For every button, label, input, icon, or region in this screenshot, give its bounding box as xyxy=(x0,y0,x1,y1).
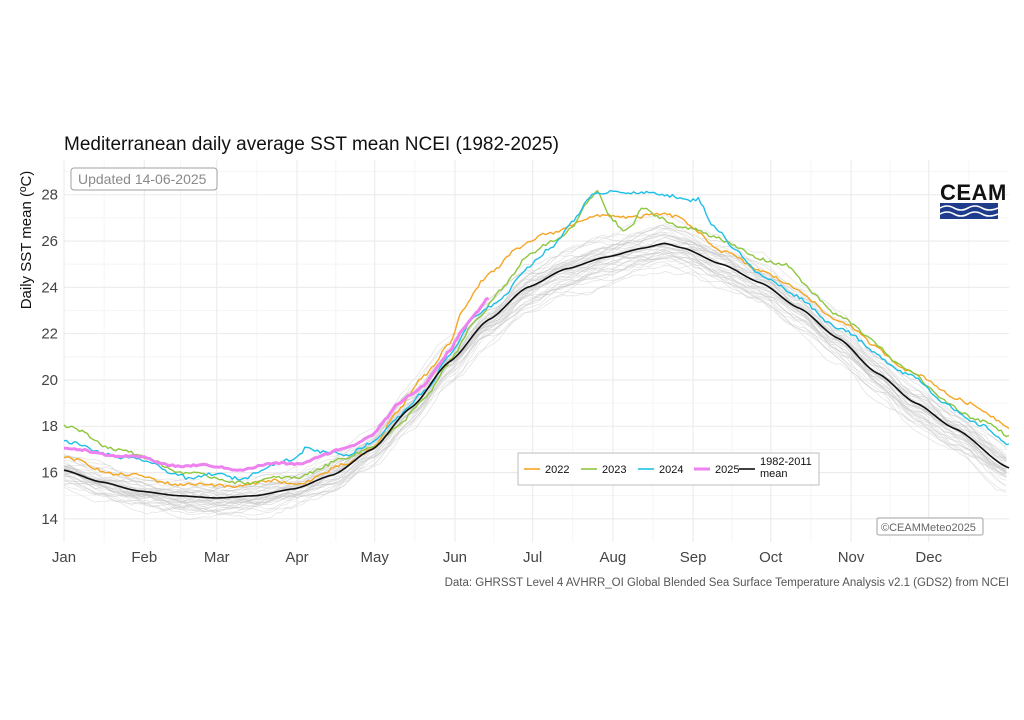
historical-year-line xyxy=(63,253,1007,504)
copyright-frame xyxy=(876,517,984,536)
y-tick-label: 14 xyxy=(41,511,58,528)
y-axis-ticks: 14 16 18 20 22 24 26 28 xyxy=(41,187,58,528)
legend-label-line: 1982-2011 xyxy=(760,456,812,468)
x-tick-label: Oct xyxy=(759,549,783,566)
y-axis-label: Daily SST mean (ºC) xyxy=(18,171,35,310)
historical-year-line xyxy=(63,265,1007,521)
historical-year-line xyxy=(63,223,1007,495)
y-tick-label: 26 xyxy=(41,233,58,250)
logo-wave-line-1 xyxy=(939,205,999,211)
x-tick-label: Mar xyxy=(204,549,230,566)
chart-title: Mediterranean daily average SST mean NCE… xyxy=(64,134,559,155)
x-tick-label: Apr xyxy=(285,549,308,566)
legend-label: 2024 xyxy=(659,464,683,476)
legend-label: 1982-2011 mean xyxy=(760,456,812,480)
y-tick-label: 28 xyxy=(41,187,58,204)
historical-year-line xyxy=(63,242,1007,497)
x-tick-label: Sep xyxy=(680,549,707,566)
y-tick-label: 18 xyxy=(41,418,58,435)
series-lines xyxy=(63,189,1010,499)
x-tick-label: Jan xyxy=(52,549,76,566)
series-line-2024 xyxy=(63,189,1010,481)
historical-year-line xyxy=(63,232,1007,500)
historical-year-line xyxy=(63,248,1007,506)
logo-wave-line-2 xyxy=(939,211,999,217)
updated-badge-frame xyxy=(70,167,218,191)
ceam-logo: CEAM xyxy=(939,180,1007,219)
x-tick-label: Dec xyxy=(915,549,942,566)
historical-year-line xyxy=(63,253,1007,510)
x-tick-label: Jun xyxy=(443,549,467,566)
historical-years-lines xyxy=(63,214,1007,521)
legend-label: 2022 xyxy=(545,464,569,476)
source-caption: Data: GHRSST Level 4 AVHRR_OI Global Ble… xyxy=(445,577,1009,589)
x-tick-label: Nov xyxy=(838,549,865,566)
legend-frame xyxy=(517,452,820,486)
legend-label: 2023 xyxy=(602,464,626,476)
y-tick-label: 22 xyxy=(41,326,58,343)
historical-year-line xyxy=(63,261,1007,512)
y-tick-label: 20 xyxy=(41,372,58,389)
historical-year-line xyxy=(63,271,1007,521)
legend-label: 2025 xyxy=(715,464,739,476)
series-line-2025 xyxy=(63,296,490,472)
copyright-badge: ©CEAMMeteo2025 xyxy=(876,517,984,536)
x-tick-label: Jul xyxy=(523,549,542,566)
historical-year-line xyxy=(63,232,1007,491)
x-tick-label: Feb xyxy=(131,549,157,566)
historical-year-line xyxy=(63,251,1007,511)
x-tick-label: Aug xyxy=(600,549,627,566)
series-line-1982-2011-mean xyxy=(63,242,1010,499)
x-tick-label: May xyxy=(361,549,390,566)
historical-year-line xyxy=(63,245,1007,510)
y-tick-label: 24 xyxy=(41,279,58,296)
historical-year-line xyxy=(63,255,1007,507)
updated-text: Updated 14-06-2025 xyxy=(78,171,207,187)
y-tick-label: 16 xyxy=(41,465,58,482)
copyright-text: ©CEAMMeteo2025 xyxy=(881,522,976,534)
historical-year-line xyxy=(63,256,1007,504)
x-axis-ticks: Jan Feb Mar Apr May Jun Jul Aug Sep Oct Nov Dec xyxy=(52,549,943,566)
legend-label-line: mean xyxy=(760,468,788,480)
series-line-2023 xyxy=(63,189,1010,485)
legend: 2022 2023 2024 2025 1982-2011 mean xyxy=(517,452,820,486)
updated-badge: Updated 14-06-2025 xyxy=(70,167,218,191)
historical-year-line xyxy=(63,245,1007,504)
logo-wordmark: CEAM xyxy=(940,180,1007,205)
series-line-2022 xyxy=(63,212,1010,488)
